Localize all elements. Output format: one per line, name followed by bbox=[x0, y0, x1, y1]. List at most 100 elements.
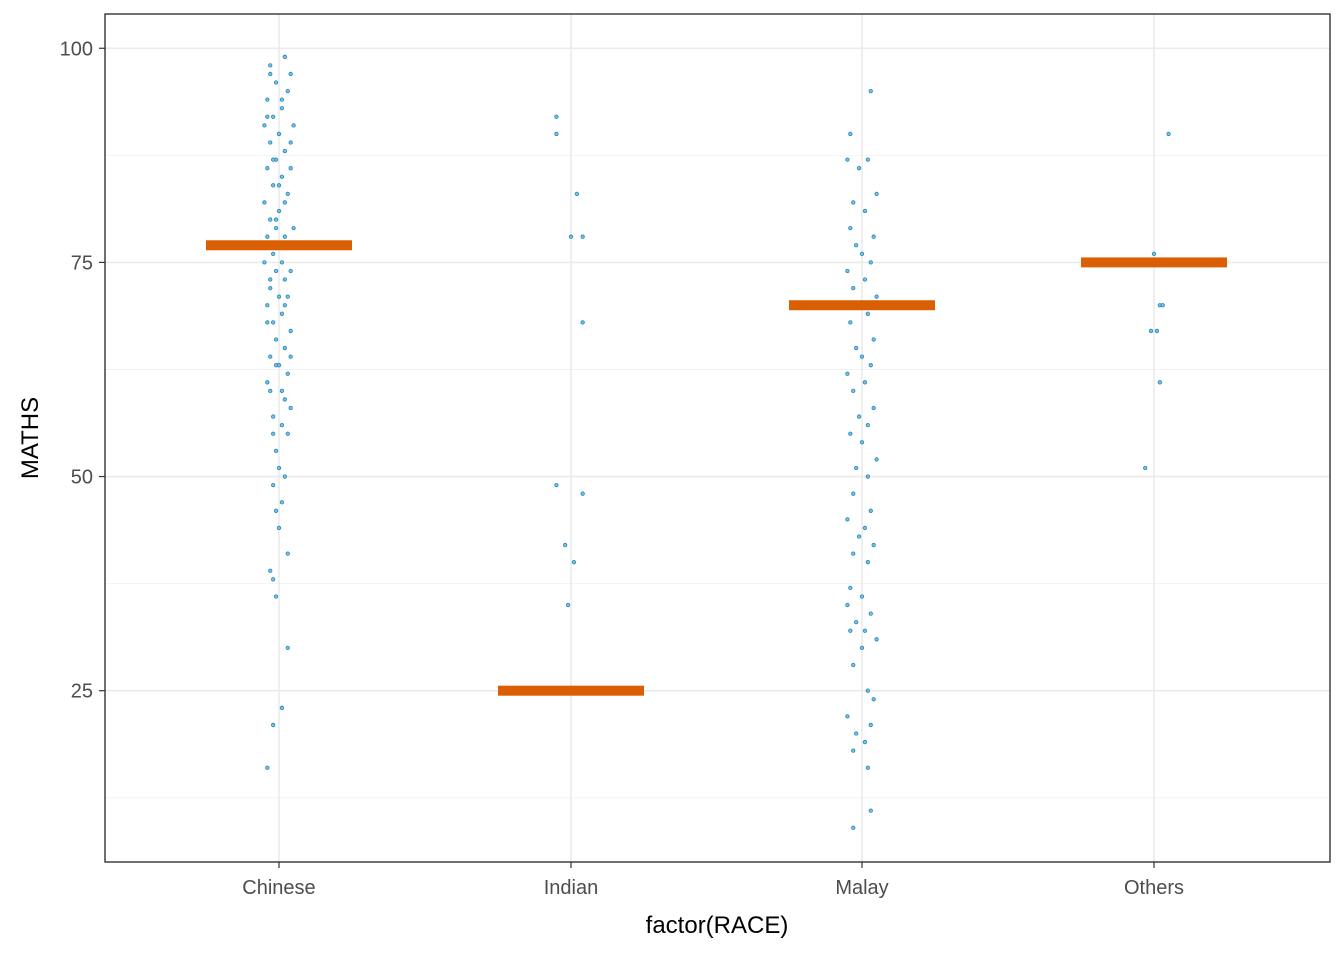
data-point bbox=[874, 637, 879, 642]
data-point bbox=[279, 260, 285, 265]
data-point bbox=[859, 645, 865, 651]
data-point bbox=[871, 234, 876, 239]
y-tick-label: 100 bbox=[60, 38, 93, 60]
data-point bbox=[273, 594, 279, 599]
data-point bbox=[265, 166, 270, 171]
data-point bbox=[851, 748, 856, 753]
data-point bbox=[865, 157, 870, 162]
data-point bbox=[580, 320, 585, 325]
data-point bbox=[265, 380, 270, 385]
data-point bbox=[868, 363, 873, 368]
data-point bbox=[285, 191, 290, 197]
data-point bbox=[265, 320, 270, 325]
data-point bbox=[865, 765, 870, 770]
data-point bbox=[288, 268, 293, 274]
data-point bbox=[859, 354, 865, 359]
data-point bbox=[851, 285, 856, 291]
data-point bbox=[871, 405, 876, 411]
median-bar bbox=[789, 300, 935, 311]
data-point bbox=[845, 157, 850, 162]
data-point bbox=[279, 388, 285, 394]
axes: 25 50 75 100 Chinese Indian Malay Others bbox=[60, 38, 1184, 899]
data-point bbox=[282, 148, 287, 154]
data-point bbox=[1154, 328, 1160, 334]
data-point bbox=[273, 268, 279, 274]
data-point bbox=[288, 328, 293, 334]
data-point bbox=[1160, 303, 1165, 308]
y-tick-label: 75 bbox=[71, 252, 93, 274]
data-point bbox=[868, 260, 873, 265]
data-point bbox=[554, 482, 559, 488]
data-point bbox=[871, 542, 876, 548]
data-point bbox=[848, 628, 853, 633]
data-point bbox=[268, 71, 273, 77]
data-point bbox=[851, 491, 856, 496]
data-point bbox=[285, 551, 290, 556]
data-point bbox=[279, 500, 285, 505]
data-point bbox=[279, 423, 285, 428]
data-point bbox=[845, 517, 850, 522]
data-point bbox=[271, 183, 276, 188]
data-point bbox=[854, 465, 859, 471]
data-point bbox=[848, 431, 853, 436]
y-axis-title: MATHS bbox=[17, 397, 44, 479]
data-point bbox=[845, 602, 850, 608]
data-point bbox=[273, 337, 279, 342]
data-point bbox=[859, 251, 865, 256]
data-point bbox=[1166, 131, 1171, 137]
data-point bbox=[859, 440, 865, 445]
data-point bbox=[568, 234, 574, 239]
data-point bbox=[574, 191, 579, 197]
data-point bbox=[279, 97, 285, 102]
y-tick-label: 50 bbox=[71, 467, 93, 489]
data-point bbox=[868, 808, 873, 813]
x-axis-title: factor(RACE) bbox=[646, 912, 789, 939]
data-point bbox=[282, 397, 287, 402]
data-point bbox=[271, 577, 276, 582]
data-point bbox=[1143, 465, 1148, 471]
data-point bbox=[282, 345, 287, 351]
data-point bbox=[845, 714, 850, 719]
data-point bbox=[865, 688, 870, 693]
data-point bbox=[268, 354, 273, 359]
data-point bbox=[288, 71, 293, 77]
data-point bbox=[862, 525, 868, 531]
data-point bbox=[865, 474, 870, 479]
grid-lines bbox=[105, 14, 1330, 862]
data-point bbox=[265, 303, 270, 308]
data-point bbox=[268, 388, 273, 394]
data-point bbox=[285, 431, 290, 436]
data-point bbox=[273, 217, 279, 222]
data-point bbox=[1148, 328, 1154, 334]
data-point bbox=[268, 568, 273, 573]
data-point bbox=[288, 140, 293, 145]
data-point bbox=[268, 285, 273, 291]
data-point bbox=[271, 157, 276, 162]
data-point bbox=[262, 200, 267, 205]
x-tick-label: Chinese bbox=[242, 877, 315, 899]
data-point bbox=[862, 380, 868, 385]
data-point bbox=[282, 474, 287, 479]
data-point bbox=[262, 123, 267, 128]
data-point bbox=[554, 114, 559, 119]
data-point bbox=[276, 465, 282, 471]
data-point bbox=[288, 354, 293, 359]
data-points bbox=[262, 54, 1171, 830]
data-point bbox=[580, 491, 585, 496]
data-point bbox=[271, 251, 276, 256]
data-point bbox=[276, 183, 282, 188]
data-point bbox=[851, 200, 856, 205]
data-point bbox=[580, 234, 585, 239]
data-point bbox=[265, 234, 270, 239]
median-bar bbox=[498, 685, 644, 696]
data-point bbox=[871, 697, 876, 702]
data-point bbox=[265, 765, 270, 770]
median-bars bbox=[206, 240, 1227, 696]
data-point bbox=[273, 363, 279, 368]
data-point bbox=[288, 166, 293, 171]
data-point bbox=[271, 114, 276, 119]
data-point bbox=[285, 371, 290, 376]
data-point bbox=[265, 97, 270, 102]
